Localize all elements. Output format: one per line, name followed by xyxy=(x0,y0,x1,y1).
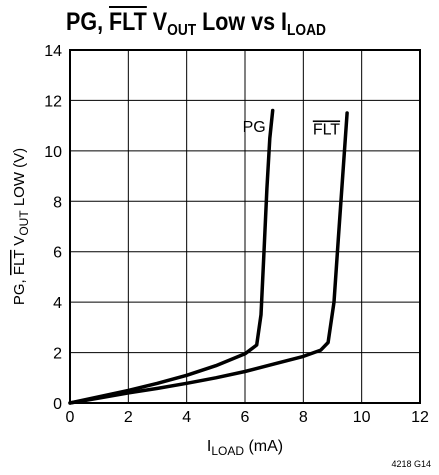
x-tick-label: 4 xyxy=(182,409,191,426)
y-tick-label: 12 xyxy=(44,93,62,110)
series-label-pg: PG xyxy=(243,119,266,136)
x-axis-label: ILOAD (mA) xyxy=(207,438,283,458)
y-tick-label: 14 xyxy=(44,43,62,60)
y-tick-label: 0 xyxy=(53,396,62,413)
y-tick-label: 6 xyxy=(53,245,62,262)
plot-frame xyxy=(69,49,421,404)
y-tick-label: 4 xyxy=(53,295,62,312)
figure-number: 4218 G14 xyxy=(391,459,431,469)
y-tick-label: 8 xyxy=(53,194,62,211)
chart-title: PG, FLT VOUT Low vs ILOAD xyxy=(66,8,326,39)
x-tick-label: 0 xyxy=(66,409,75,426)
y-tick-label: 10 xyxy=(44,144,62,161)
y-tick-label: 2 xyxy=(53,346,62,363)
series-lines xyxy=(68,108,349,405)
x-tick-labels: 0 2 4 6 8 10 12 xyxy=(66,409,429,426)
series-line-flt xyxy=(68,111,349,405)
x-tick-label: 2 xyxy=(124,409,133,426)
x-tick-label: 12 xyxy=(411,409,429,426)
series-line-pg xyxy=(68,108,275,405)
grid-lines xyxy=(69,49,421,404)
x-tick-label: 6 xyxy=(241,409,250,426)
series-labels: PG FLT xyxy=(243,119,341,139)
y-axis-label: PG, FLT VOUT LOW (V) xyxy=(11,148,31,305)
y-tick-labels: 0 2 4 6 8 10 12 14 xyxy=(44,43,62,413)
series-label-flt: FLT xyxy=(313,121,340,138)
x-tick-label: 10 xyxy=(353,409,371,426)
x-tick-label: 8 xyxy=(299,409,308,426)
